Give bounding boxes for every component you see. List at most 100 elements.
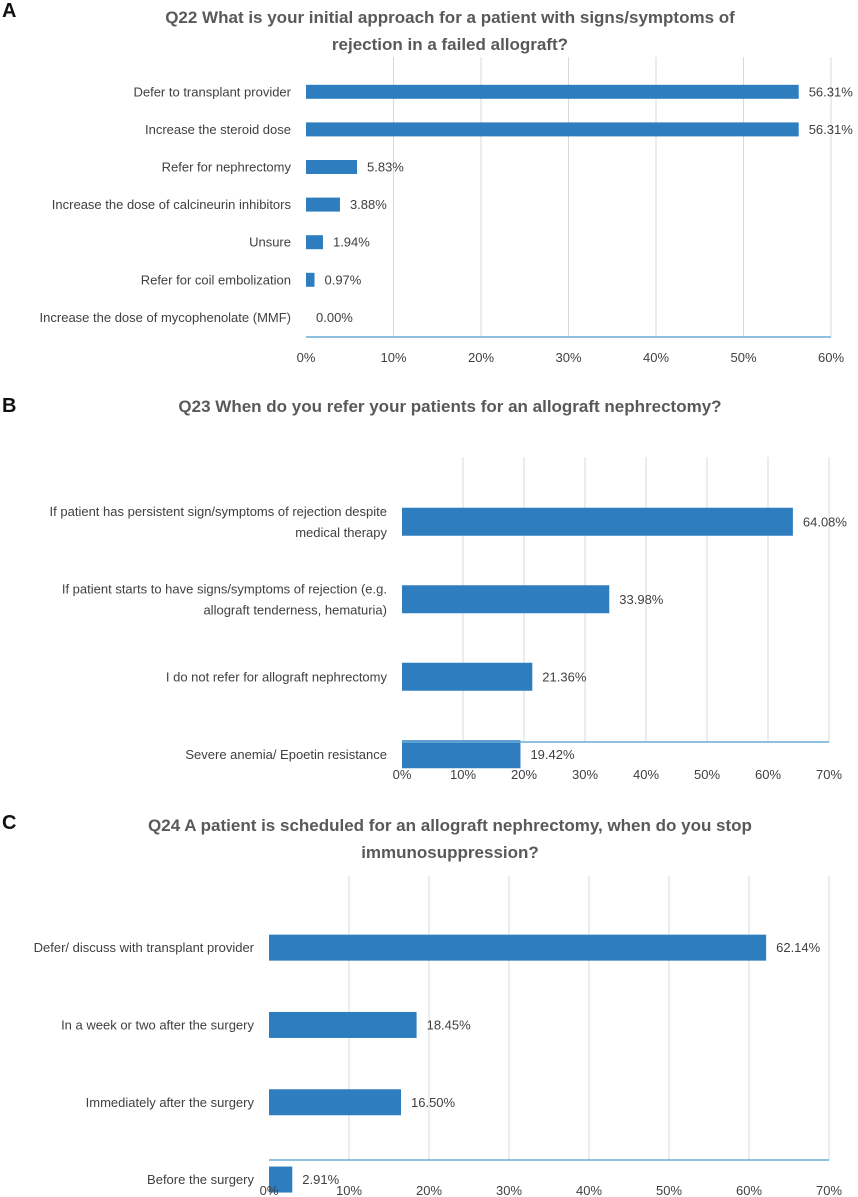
data-label: 56.31% [809,122,854,137]
category-label: Severe anemia/ Epoetin resistance [185,747,387,762]
category-label: Increase the dose of calcineurin inhibit… [52,197,292,212]
bar [402,507,793,536]
data-label: 0.97% [324,272,361,287]
tick-label: 30% [496,1183,522,1197]
data-label: 5.83% [367,160,404,175]
panel-letter-a: A [2,0,17,22]
panel-a: A Q22 What is your initial approach for … [0,0,858,385]
tick-label: 40% [643,350,669,365]
bar [269,934,767,961]
panel-letter-c: C [2,812,17,834]
category-label-line: If patient has persistent sign/symptoms … [50,504,387,519]
bar [306,197,340,212]
tick-label: 60% [736,1183,762,1197]
tick-label: 70% [816,767,842,782]
category-label: Before the surgery [147,1172,254,1187]
panel-b: B Q23 When do you refer your patients fo… [0,395,858,795]
data-label: 16.50% [411,1095,456,1110]
tick-label: 50% [656,1183,682,1197]
tick-label: 20% [468,350,494,365]
data-label: 19.42% [530,747,575,762]
tick-label: 20% [511,767,537,782]
tick-label: 10% [336,1183,362,1197]
data-label: 21.36% [542,669,587,684]
category-label-line: I do not refer for allograft nephrectomy [166,669,388,684]
tick-label: 40% [633,767,659,782]
category-label: Increase the dose of mycophenolate (MMF) [40,310,291,325]
tick-label: 10% [380,350,406,365]
title-line: immunosuppression? [361,843,539,862]
category-label-line: Refer for nephrectomy [162,160,292,175]
title-line: Q23 When do you refer your patients for … [178,397,722,416]
data-label: 3.88% [350,197,387,212]
bar [402,662,533,691]
category-label-line: Increase the steroid dose [145,122,291,137]
tick-label: 30% [572,767,598,782]
panel-c: C Q24 A patient is scheduled for an allo… [0,812,858,1197]
data-label: 62.14% [776,940,821,955]
tick-label: 30% [555,350,581,365]
bar [269,1166,293,1193]
bar [402,585,610,614]
category-label: If patient has persistent sign/symptoms … [50,504,388,540]
title-line: Q22 What is your initial approach for a … [165,8,735,27]
tick-label: 0% [260,1183,279,1197]
category-label-line: Immediately after the surgery [86,1095,255,1110]
bar [306,122,799,137]
chart-c: Defer/ discuss with transplant provider 6… [34,876,842,1197]
category-label: Refer for coil embolization [141,272,291,287]
data-label: 1.94% [333,235,370,250]
chart-a: Defer to transplant provider 56.31% Increa… [40,57,854,365]
category-label-line: medical therapy [295,525,387,540]
category-label-line: Defer/ discuss with transplant provider [34,940,255,955]
data-label: 56.31% [809,84,854,99]
data-label: 64.08% [803,514,848,529]
bar [269,1089,401,1116]
bar [306,84,799,99]
category-label: Increase the steroid dose [145,122,291,137]
title-line: Q24 A patient is scheduled for an allogr… [148,816,752,835]
data-label: 0.00% [316,310,353,325]
tick-label: 50% [694,767,720,782]
category-label-line: In a week or two after the surgery [61,1017,254,1032]
category-label-line: If patient starts to have signs/symptoms… [62,581,387,596]
category-label: Defer to transplant provider [133,84,291,99]
tick-label: 40% [576,1183,602,1197]
tick-label: 20% [416,1183,442,1197]
tick-label: 50% [730,350,756,365]
panel-letter-b: B [2,395,17,417]
category-label: If patient starts to have signs/symptoms… [62,581,387,617]
category-label-line: Defer to transplant provider [133,84,291,99]
tick-label: 10% [450,767,476,782]
category-label-line: Refer for coil embolization [141,272,291,287]
chart-title-a: Q22 What is your initial approach for a … [60,4,840,58]
bar [306,160,358,174]
tick-label: 70% [816,1183,842,1197]
data-label: 33.98% [619,592,664,607]
category-label: I do not refer for allograft nephrectomy [166,669,388,684]
bar [306,235,323,250]
category-label: In a week or two after the surgery [61,1017,254,1032]
category-label-line: Increase the dose of calcineurin inhibit… [52,197,292,212]
data-label: 2.91% [302,1172,339,1187]
bar [402,740,521,769]
category-label-line: Before the surgery [147,1172,254,1187]
category-label: Refer for nephrectomy [162,160,292,175]
chart-title-b: Q23 When do you refer your patients for … [60,393,840,420]
category-label: Defer/ discuss with transplant provider [34,940,255,955]
chart-title-c: Q24 A patient is scheduled for an allogr… [60,812,840,866]
title-line: rejection in a failed allograft? [331,35,569,54]
bar [269,1011,417,1038]
category-label: Immediately after the surgery [86,1095,255,1110]
tick-label: 0% [393,767,412,782]
tick-label: 60% [755,767,781,782]
category-label-line: Severe anemia/ Epoetin resistance [185,747,387,762]
tick-label: 60% [818,350,844,365]
category-label-line: Increase the dose of mycophenolate (MMF) [40,310,291,325]
chart-b: If patient has persistent sign/symptoms … [50,457,848,782]
tick-label: 0% [297,350,316,365]
category-label-line: Unsure [249,235,291,250]
data-label: 18.45% [427,1017,472,1032]
bar [306,272,315,287]
category-label: Unsure [249,235,291,250]
